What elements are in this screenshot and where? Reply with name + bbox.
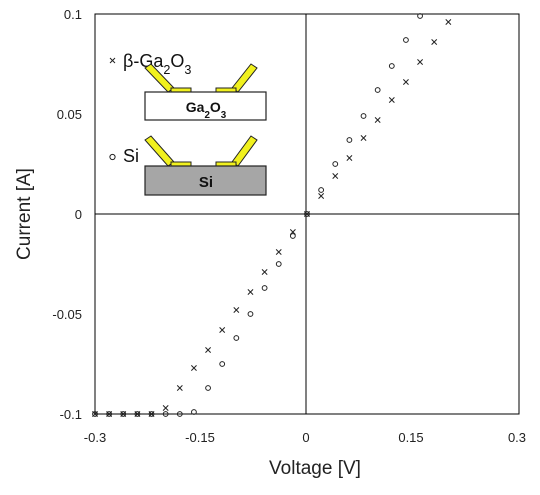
data-point-si: [205, 385, 211, 391]
data-point-si: [388, 63, 395, 69]
si-substrate-label: Si: [199, 174, 213, 191]
contact-pad-left: [170, 161, 192, 167]
si-substrate: [144, 165, 267, 196]
data-point-si: [233, 335, 240, 341]
data-point-si: [275, 261, 282, 267]
data-point-ga2o3: [190, 365, 197, 371]
data-point-si: [403, 37, 409, 43]
data-point-si: [346, 137, 353, 143]
data-point-ga2o3: [445, 19, 452, 25]
circle-marker-icon: [109, 153, 116, 161]
x-tick-label: -0.15: [185, 430, 215, 445]
ga2o3-substrate-label: Ga2O3: [186, 99, 227, 121]
x-tick-label: 0: [302, 430, 309, 445]
data-point-si: [176, 411, 183, 417]
y-tick-label: 0: [75, 207, 82, 222]
data-point-si: [148, 411, 155, 417]
data-point-si: [120, 411, 127, 417]
x-marker-icon: [109, 57, 116, 64]
x-axis-title: Voltage [V]: [269, 458, 361, 479]
data-point-si: [417, 13, 423, 19]
legend-item-si: Si: [109, 146, 139, 166]
probe-tip-left: [144, 135, 175, 167]
x-tick-label: 0.15: [398, 430, 423, 445]
y-tick-label: 0.05: [57, 107, 82, 122]
data-point-si: [247, 311, 254, 317]
data-point-ga2o3: [346, 155, 353, 161]
contact-pad-right: [215, 161, 237, 167]
data-point-si: [162, 411, 169, 417]
data-point-si: [261, 285, 268, 291]
data-point-ga2o3: [261, 269, 268, 275]
data-point-si: [92, 411, 98, 417]
data-point-si: [106, 411, 113, 417]
legend-label-ga2o3: β-Ga2O3: [123, 51, 191, 77]
y-tick-label: -0.1: [60, 407, 82, 422]
x-tick-label: 0.3: [508, 430, 526, 445]
si-device-diagram: Si: [144, 135, 267, 196]
data-point-si: [360, 113, 367, 119]
data-point-ga2o3: [360, 135, 367, 141]
data-point-si: [191, 409, 197, 415]
legend-item-ga2o3: β-Ga2O3: [109, 51, 191, 77]
data-markers: [92, 13, 452, 417]
x-tick-labels: -0.3 -0.15 0 0.15 0.3: [84, 430, 526, 445]
data-point-si: [318, 187, 325, 193]
data-point-ga2o3: [318, 193, 325, 199]
data-point-ga2o3: [275, 249, 282, 255]
legend-label-si: Si: [123, 146, 139, 166]
data-point-ga2o3: [332, 173, 339, 179]
data-point-ga2o3: [388, 97, 395, 103]
data-point-si: [219, 361, 226, 367]
data-point-ga2o3: [402, 79, 409, 85]
ga2o3-substrate: [144, 91, 267, 121]
y-tick-label: -0.05: [52, 307, 82, 322]
data-point-si: [134, 411, 141, 417]
y-tick-labels: 0.1 0.05 0 -0.05 -0.1: [52, 7, 82, 422]
legend: β-Ga2O3 Si: [109, 51, 191, 166]
data-point-si: [332, 161, 339, 167]
data-point-ga2o3: [233, 307, 240, 313]
data-point-si: [374, 87, 381, 93]
data-point-ga2o3: [205, 347, 212, 353]
x-tick-label: -0.3: [84, 430, 106, 445]
data-point-si: [289, 233, 296, 239]
y-tick-label: 0.1: [64, 7, 82, 22]
data-point-ga2o3: [417, 59, 424, 65]
data-point-ga2o3: [247, 289, 254, 295]
data-point-si: [304, 211, 310, 217]
data-point-ga2o3: [374, 117, 381, 123]
data-point-ga2o3: [176, 385, 183, 391]
data-point-ga2o3: [431, 39, 438, 45]
ga2o3-device-diagram: Ga2O3: [144, 63, 267, 121]
y-axis-title: Current [A]: [14, 168, 35, 260]
data-point-ga2o3: [162, 405, 169, 411]
data-point-ga2o3: [219, 327, 226, 333]
